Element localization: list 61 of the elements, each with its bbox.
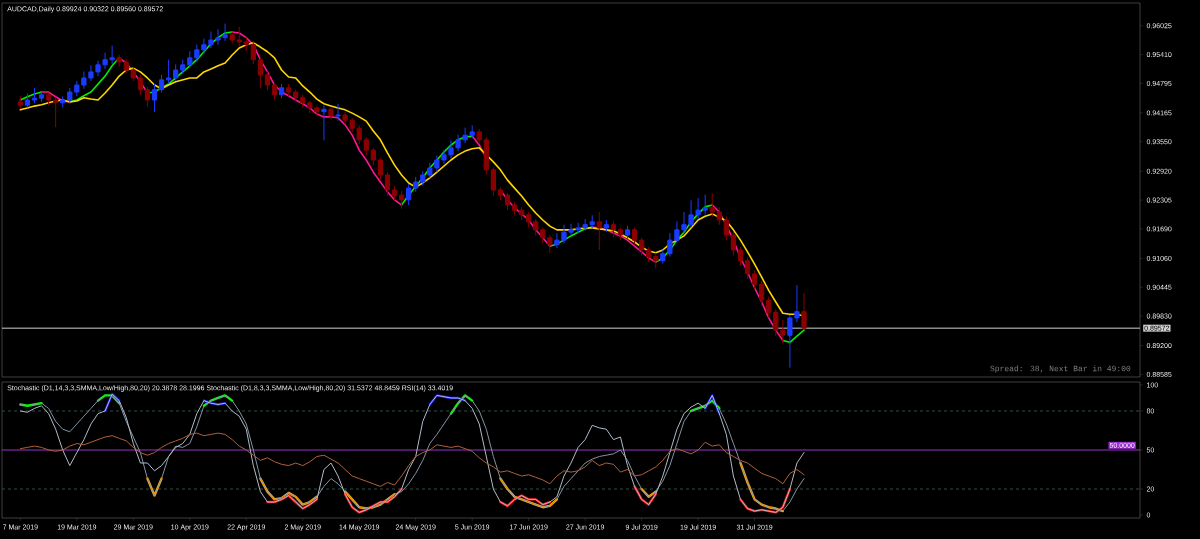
- candlestick: [744, 256, 751, 280]
- candlestick: [250, 40, 256, 65]
- candlestick: [631, 226, 638, 246]
- candlestick: [406, 183, 412, 206]
- candlestick: [321, 105, 327, 141]
- candlestick: [617, 226, 624, 241]
- candlestick: [151, 83, 158, 113]
- candlestick: [610, 220, 617, 239]
- candlestick: [653, 252, 659, 269]
- candlestick: [278, 83, 285, 99]
- candlestick: [384, 171, 391, 197]
- candlestick: [335, 103, 341, 122]
- candlestick: [398, 190, 405, 210]
- candlestick: [137, 74, 143, 96]
- candlestick: [391, 185, 398, 201]
- candlestick: [526, 211, 532, 228]
- candlestick: [646, 246, 652, 263]
- candlestick: [271, 82, 278, 101]
- candlestick: [328, 107, 334, 121]
- candlestick: [709, 192, 715, 218]
- candlestick: [490, 167, 496, 197]
- candlestick: [497, 186, 504, 201]
- candlestick: [737, 246, 744, 267]
- candlestick: [17, 95, 23, 110]
- candlestick: [363, 136, 369, 157]
- candlestick: [716, 206, 722, 226]
- candlestick: [476, 128, 482, 145]
- text: Spread: 38, Next Bar in 49:00: [990, 365, 1131, 373]
- candlestick: [370, 147, 376, 166]
- candlestick: [801, 292, 807, 330]
- candlestick: [723, 216, 729, 241]
- candlestick: [519, 206, 525, 221]
- candlestick: [511, 201, 518, 216]
- candlestick: [130, 66, 136, 82]
- candlestick: [24, 92, 31, 109]
- candlestick: [38, 91, 45, 103]
- candlestick: [286, 83, 292, 97]
- candlestick: [759, 280, 765, 307]
- candlestick: [166, 59, 172, 85]
- candlestick: [603, 219, 609, 233]
- candlestick: [639, 237, 645, 257]
- candlestick: [144, 86, 151, 108]
- candlestick: [624, 225, 631, 240]
- candlestick: [45, 92, 52, 107]
- candlestick: [31, 87, 38, 104]
- candlestick: [53, 96, 59, 128]
- candlestick: [766, 295, 772, 318]
- candlestick: [293, 89, 299, 103]
- candlestick: [243, 36, 249, 52]
- candlestick: [264, 70, 271, 91]
- candlestick: [596, 211, 602, 251]
- candlestick: [730, 231, 737, 257]
- candlestick: [60, 95, 66, 109]
- candlestick: [377, 157, 384, 180]
- candlestick: [413, 176, 419, 193]
- candlestick: [751, 270, 758, 290]
- candlestick: [158, 74, 165, 94]
- candlestick: [173, 63, 179, 82]
- candlestick: [483, 136, 489, 176]
- candlestick: [257, 56, 264, 89]
- candlestick: [504, 192, 511, 211]
